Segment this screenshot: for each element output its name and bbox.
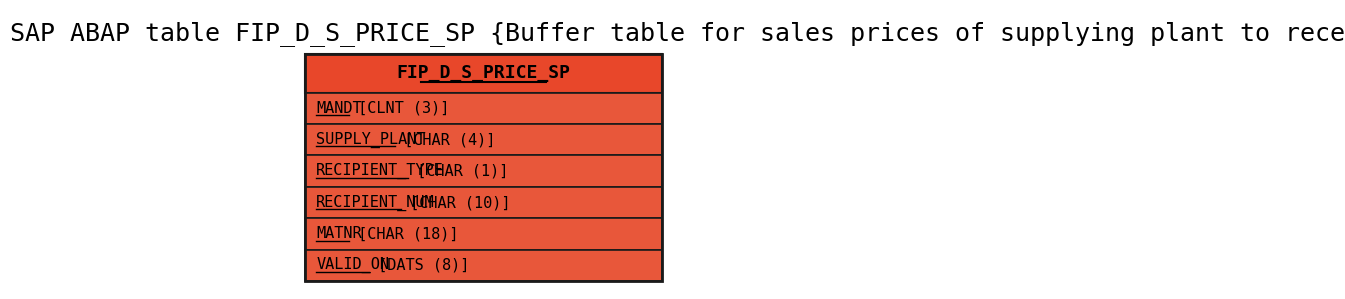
Text: MATNR: MATNR [316,226,362,242]
Text: FIP_D_S_PRICE_SP: FIP_D_S_PRICE_SP [397,64,570,82]
FancyBboxPatch shape [304,250,662,281]
FancyBboxPatch shape [304,124,662,155]
Text: [CLNT (3)]: [CLNT (3)] [348,101,449,116]
FancyBboxPatch shape [304,218,662,250]
Text: MANDT: MANDT [316,101,362,116]
Text: [CHAR (10)]: [CHAR (10)] [401,195,511,210]
FancyBboxPatch shape [304,155,662,187]
Text: RECIPIENT_NUM: RECIPIENT_NUM [316,194,434,211]
Text: VALID_ON: VALID_ON [316,257,389,274]
Text: [CHAR (18)]: [CHAR (18)] [348,226,459,242]
Text: [DATS (8)]: [DATS (8)] [369,258,469,273]
Text: SAP ABAP table FIP_D_S_PRICE_SP {Buffer table for sales prices of supplying plan: SAP ABAP table FIP_D_S_PRICE_SP {Buffer … [9,21,1345,46]
FancyBboxPatch shape [304,54,662,93]
Text: [CHAR (4)]: [CHAR (4)] [395,132,495,147]
Text: SUPPLY_PLANT: SUPPLY_PLANT [316,132,426,148]
FancyBboxPatch shape [304,187,662,218]
Text: [CHAR (1)]: [CHAR (1)] [408,164,508,179]
FancyBboxPatch shape [304,93,662,124]
Text: RECIPIENT_TYPE: RECIPIENT_TYPE [316,163,444,179]
